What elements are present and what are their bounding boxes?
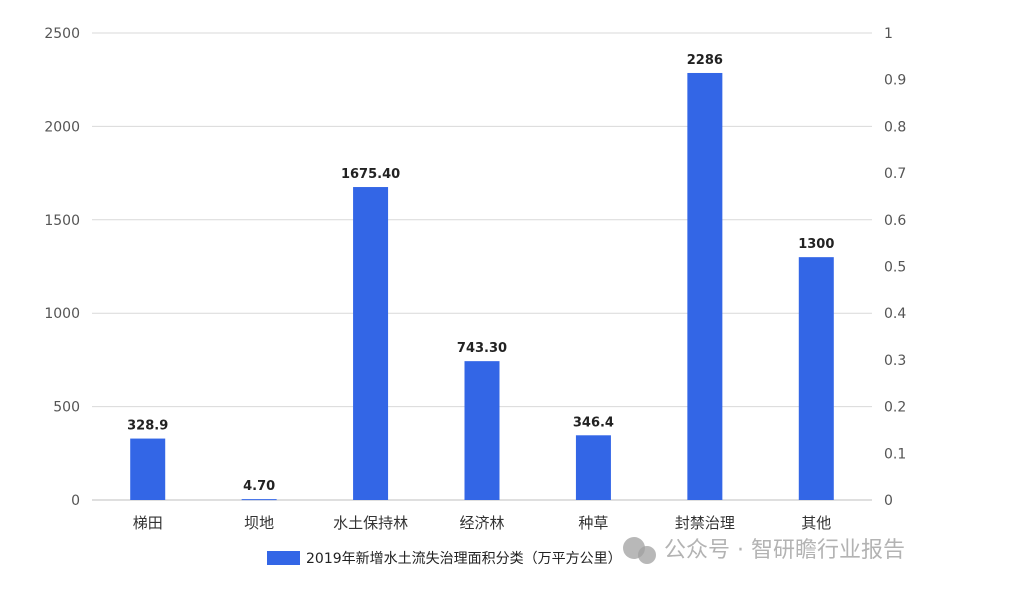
y2-tick-label: 0.4 <box>884 306 906 322</box>
category-label: 经济林 <box>459 514 504 532</box>
data-label: 2286 <box>687 53 723 68</box>
left-axis-ticks: 0 500 1000 1500 2000 2500 <box>44 26 80 509</box>
wechat-icon <box>623 537 656 564</box>
y2-tick-label: 0.9 <box>884 73 906 89</box>
bar <box>353 187 389 500</box>
y2-tick-label: 0 <box>884 493 893 509</box>
y-tick-label: 1500 <box>44 213 80 229</box>
bar <box>798 257 834 500</box>
bar <box>130 438 166 500</box>
y-tick-label: 500 <box>53 400 80 416</box>
category-label: 其他 <box>801 514 831 532</box>
category-label: 封禁治理 <box>675 514 735 532</box>
y2-tick-label: 0.5 <box>884 260 906 276</box>
category-label: 坝地 <box>244 514 274 532</box>
data-label: 1300 <box>798 237 834 252</box>
y-tick-label: 0 <box>71 493 80 509</box>
category-label: 种草 <box>578 514 608 532</box>
y2-tick-label: 0.8 <box>884 119 906 135</box>
bar <box>575 435 611 500</box>
y2-tick-label: 1 <box>884 26 893 42</box>
y-tick-label: 2500 <box>44 26 80 42</box>
data-label: 743.30 <box>457 341 507 356</box>
y2-tick-label: 0.2 <box>884 400 906 416</box>
data-label: 1675.40 <box>341 167 400 182</box>
category-label: 水土保持林 <box>333 514 408 532</box>
watermark-text: 公众号 · 智研瞻行业报告 <box>664 538 905 563</box>
legend: 2019年新增水土流失治理面积分类（万平方公里） <box>267 551 622 567</box>
category-labels: 梯田 坝地 水土保持林 经济林 种草 封禁治理 其他 <box>133 514 832 532</box>
bar <box>464 361 500 500</box>
bars <box>130 72 834 501</box>
bar <box>687 72 723 501</box>
y2-tick-label: 0.3 <box>884 353 906 369</box>
y2-tick-label: 0.6 <box>884 213 906 229</box>
bar <box>241 499 277 501</box>
legend-swatch <box>267 551 300 565</box>
gridlines <box>92 32 872 501</box>
y-tick-label: 2000 <box>44 119 80 135</box>
legend-label: 2019年新增水土流失治理面积分类（万平方公里） <box>306 551 622 567</box>
y-tick-label: 1000 <box>44 306 80 322</box>
right-axis-ticks: 0 0.1 0.2 0.3 0.4 0.5 0.6 0.7 0.8 0.9 1 <box>884 26 906 509</box>
data-label: 346.4 <box>573 415 614 430</box>
category-label: 梯田 <box>133 514 163 532</box>
watermark: 公众号 · 智研瞻行业报告 <box>623 537 905 564</box>
data-labels: 328.9 4.70 1675.40 743.30 346.4 2286 1300 <box>127 53 834 494</box>
y2-tick-label: 0.1 <box>884 446 906 462</box>
data-label: 4.70 <box>243 479 275 494</box>
data-label: 328.9 <box>127 419 168 434</box>
y2-tick-label: 0.7 <box>884 166 906 182</box>
